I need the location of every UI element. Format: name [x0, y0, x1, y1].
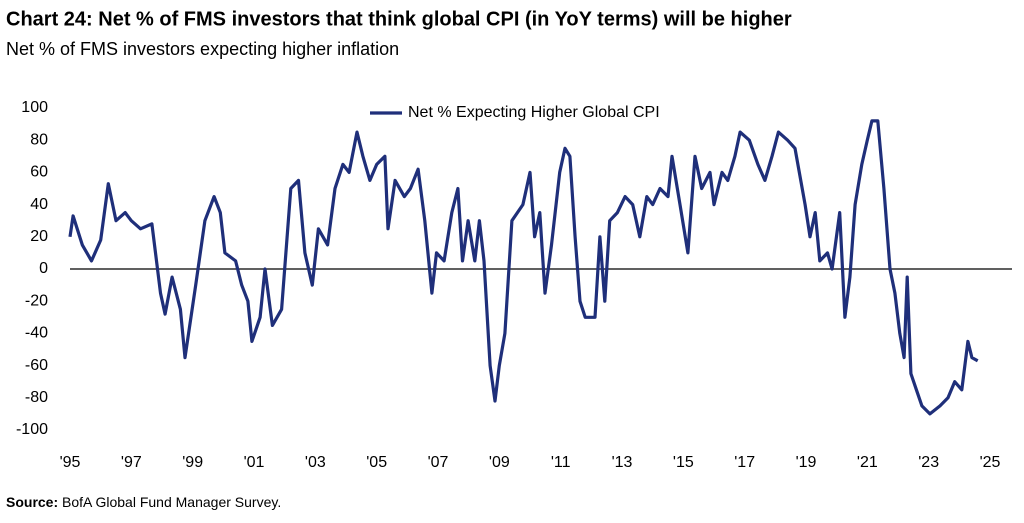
x-tick-label: '11 [551, 454, 571, 471]
y-tick-label: 0 [39, 260, 48, 277]
x-tick-label: '05 [366, 454, 387, 471]
x-tick-label: '95 [60, 454, 81, 471]
x-tick-label: '97 [121, 454, 142, 471]
source-label: Source: [6, 494, 58, 510]
y-tick-label: -100 [16, 421, 48, 438]
x-tick-label: '99 [182, 454, 203, 471]
x-tick-label: '09 [489, 454, 510, 471]
x-tick-label: '15 [673, 454, 694, 471]
x-tick-label: '25 [980, 454, 1001, 471]
x-tick-label: '23 [918, 454, 939, 471]
y-tick-label: 100 [21, 99, 48, 116]
x-tick-label: '17 [734, 454, 755, 471]
chart-subtitle: Net % of FMS investors expecting higher … [6, 39, 399, 59]
y-tick-label: -60 [25, 357, 48, 374]
y-tick-label: 20 [30, 228, 48, 245]
x-tick-label: '07 [428, 454, 449, 471]
x-tick-label: '01 [244, 454, 265, 471]
series-line [68, 119, 979, 416]
source-text: BofA Global Fund Manager Survey. [62, 494, 281, 510]
y-tick-label: 40 [30, 196, 48, 213]
y-tick-label: -20 [25, 292, 48, 309]
x-tick-label: '03 [305, 454, 326, 471]
y-tick-label: 80 [30, 131, 48, 148]
x-tick-label: '19 [796, 454, 817, 471]
y-tick-label: 60 [30, 164, 48, 181]
y-tick-label: -40 [25, 325, 48, 342]
x-tick-label: '13 [612, 454, 633, 471]
chart-title: Chart 24: Net % of FMS investors that th… [6, 8, 792, 30]
source: Source: BofA Global Fund Manager Survey. [6, 494, 281, 510]
x-tick-label: '21 [857, 454, 878, 471]
y-tick-label: -80 [25, 389, 48, 406]
legend-label: Net % Expecting Higher Global CPI [408, 104, 660, 121]
